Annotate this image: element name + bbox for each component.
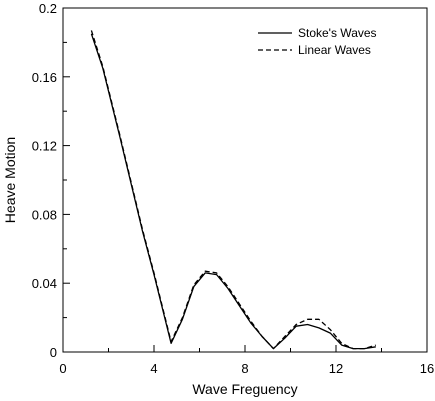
series-lines [90,30,376,350]
y-tick-label: 0.12 [32,139,57,154]
y-tick-label: 0.16 [32,70,57,85]
legend: Stoke's Waves Linear Waves [258,26,377,57]
y-tick-label: 0.2 [39,1,57,16]
y-tick-label: 0 [50,345,57,360]
x-tick-label: 8 [241,361,248,376]
axis-ticks [62,7,428,353]
legend-label: Linear Waves [298,43,371,57]
x-tick-label: 0 [59,361,66,376]
stokes-waves-line [90,33,376,350]
x-axis-label: Wave Freguency [192,381,297,397]
y-tick-label: 0.08 [32,207,57,222]
y-axis-label: Heave Motion [2,137,18,223]
legend-label: Stoke's Waves [298,26,377,40]
linear-waves-line [90,30,376,350]
x-tick-label: 12 [329,361,343,376]
axis-tick-labels: 0 4 8 12 16 0 0.04 0.08 0.12 0.16 0.2 [32,1,435,376]
x-tick-label: 16 [420,361,434,376]
x-tick-label: 4 [150,361,157,376]
plot-frame [62,7,428,353]
y-tick-label: 0.04 [32,276,57,291]
